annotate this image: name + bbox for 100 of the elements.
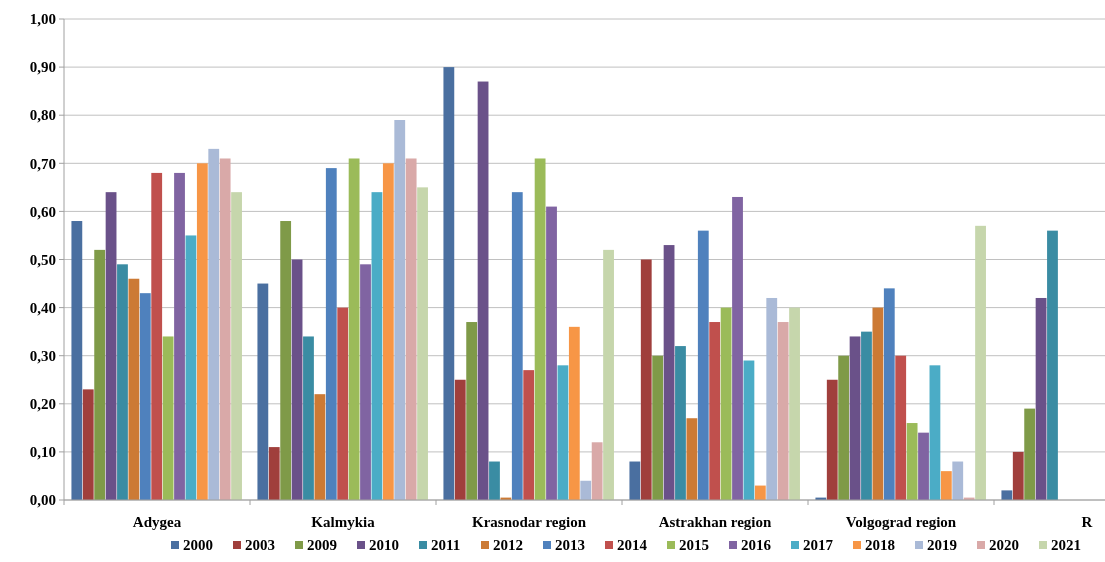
legend-label: 2013 <box>555 537 585 553</box>
bar <box>1012 451 1024 500</box>
x-tick-label: R <box>1081 514 1093 530</box>
bar <box>895 355 907 500</box>
bar <box>952 461 964 500</box>
legend-label: 2000 <box>183 537 213 553</box>
bar <box>196 163 208 500</box>
legend-label: 2018 <box>865 537 895 553</box>
y-tick-label: 0,20 <box>29 396 56 413</box>
bar <box>268 447 280 500</box>
legend-label: 2015 <box>679 537 709 553</box>
bar <box>686 418 698 500</box>
bar <box>697 230 709 500</box>
bar <box>489 461 500 500</box>
y-tick-label: 0,60 <box>29 203 56 220</box>
bar <box>128 278 140 500</box>
bar <box>732 196 743 500</box>
bar <box>117 264 128 500</box>
bar <box>394 120 406 500</box>
y-tick-label: 0,90 <box>29 59 56 76</box>
bar <box>360 264 371 500</box>
bar <box>303 336 314 500</box>
bar <box>675 346 686 500</box>
bar <box>534 158 546 500</box>
bar <box>371 192 383 500</box>
bar <box>640 259 652 500</box>
legend-label: 2020 <box>989 537 1019 553</box>
bar <box>1035 297 1047 500</box>
bar <box>94 249 106 500</box>
bar <box>766 297 778 500</box>
y-tick-label: 1,00 <box>29 11 56 28</box>
bar <box>546 206 557 500</box>
bar <box>325 168 337 500</box>
bar <box>348 158 360 500</box>
bar <box>477 81 489 500</box>
bar <box>105 192 117 500</box>
legend-label: 2019 <box>927 537 957 553</box>
legend-label: 2014 <box>617 537 648 553</box>
bar <box>789 307 800 500</box>
bar <box>523 370 535 500</box>
x-tick-label: Adygea <box>132 514 182 530</box>
bar <box>777 322 789 500</box>
bar <box>580 480 592 500</box>
legend-label: 2021 <box>1051 537 1081 553</box>
bar <box>454 379 466 500</box>
bar <box>162 336 174 500</box>
bar <box>849 336 861 500</box>
bar <box>208 148 220 500</box>
bar <box>663 245 675 500</box>
bar <box>71 221 83 500</box>
bar <box>466 322 478 500</box>
y-tick-label: 0,30 <box>29 347 56 364</box>
bar <box>257 283 269 500</box>
bar <box>883 288 895 500</box>
bar <box>231 192 242 500</box>
bar <box>185 235 197 500</box>
bar <box>743 360 755 500</box>
bar <box>443 67 455 500</box>
bar <box>929 365 941 500</box>
legend-label: 2010 <box>369 537 399 553</box>
bar <box>861 331 872 500</box>
x-tick-label: Volgograd region <box>845 514 957 530</box>
bar <box>906 423 918 500</box>
y-tick-label: 0,10 <box>29 444 56 461</box>
bar <box>1024 408 1036 500</box>
x-tick-label: Krasnodar region <box>471 514 587 530</box>
bar <box>940 471 952 500</box>
y-tick-label: 0,70 <box>29 155 56 172</box>
bar <box>557 365 569 500</box>
bar <box>918 432 929 500</box>
bar <box>975 225 986 500</box>
bar <box>139 293 151 500</box>
legend-label: 2016 <box>741 537 772 553</box>
bar <box>1047 230 1058 500</box>
bar <box>603 249 614 500</box>
x-tick-label: Kalmykia <box>311 514 376 530</box>
bar <box>754 485 766 500</box>
bar <box>872 307 884 500</box>
y-tick-label: 0,50 <box>29 251 56 268</box>
bar <box>337 307 349 500</box>
bar <box>838 355 850 500</box>
bar <box>652 355 664 500</box>
bar <box>382 163 394 500</box>
bar <box>405 158 417 500</box>
y-tick-label: 0,80 <box>29 107 56 124</box>
y-tick-label: 0,40 <box>29 299 56 316</box>
bar <box>280 221 292 500</box>
x-tick-label: Astrakhan region <box>658 514 772 530</box>
bar <box>568 326 580 500</box>
bar <box>629 461 641 500</box>
bar <box>151 172 163 500</box>
bar <box>709 322 721 500</box>
bar <box>82 389 94 500</box>
bar <box>219 158 231 500</box>
legend-label: 2009 <box>307 537 337 553</box>
bar <box>174 172 185 500</box>
legend-label: 2011 <box>431 537 461 553</box>
legend-label: 2017 <box>803 537 834 553</box>
bar <box>826 379 838 500</box>
bar <box>417 187 428 500</box>
